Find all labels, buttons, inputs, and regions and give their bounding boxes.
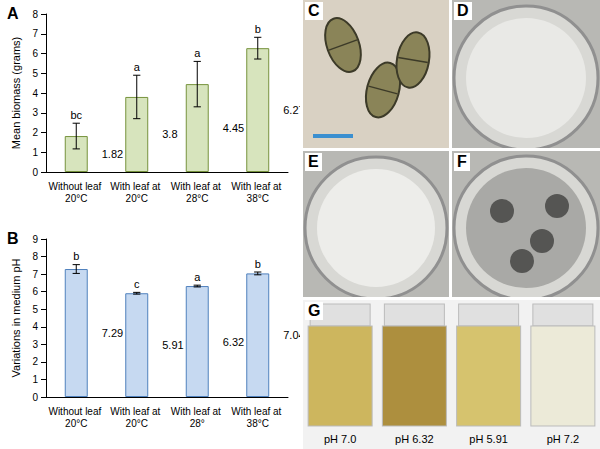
svg-text:b: b (73, 250, 79, 262)
svg-text:pH 7.0: pH 7.0 (324, 433, 356, 445)
svg-text:With leaf at: With leaf at (171, 406, 224, 417)
svg-text:6.27: 6.27 (283, 104, 300, 116)
svg-text:6: 6 (32, 48, 38, 59)
svg-text:9: 9 (32, 234, 38, 245)
svg-text:8: 8 (32, 9, 38, 20)
svg-text:7.29: 7.29 (102, 327, 123, 339)
svg-text:0: 0 (32, 392, 38, 403)
svg-text:With leaf at: With leaf at (110, 406, 163, 417)
svg-text:a: a (134, 61, 141, 73)
svg-text:3: 3 (32, 107, 38, 118)
svg-text:5.91: 5.91 (162, 339, 183, 351)
svg-text:3: 3 (32, 339, 38, 350)
svg-text:7: 7 (32, 28, 38, 39)
svg-text:c: c (134, 278, 140, 290)
svg-text:Variations in medium pH: Variations in medium pH (10, 258, 22, 377)
svg-text:20°C: 20°C (126, 418, 148, 429)
svg-text:1.82: 1.82 (102, 148, 123, 160)
svg-text:7: 7 (32, 269, 38, 280)
svg-text:1: 1 (32, 147, 38, 158)
html-text:D: D (457, 2, 469, 19)
svg-text:2: 2 (32, 127, 38, 138)
svg-text:6.32: 6.32 (223, 336, 244, 348)
svg-text:a: a (194, 47, 201, 59)
svg-text:Without leaf: Without leaf (48, 181, 104, 192)
svg-text:5: 5 (32, 68, 38, 79)
svg-text:With leaf at: With leaf at (110, 181, 163, 192)
svg-text:3.8: 3.8 (162, 128, 177, 140)
svg-text:bc: bc (70, 109, 82, 121)
svg-text:28°C: 28°C (186, 193, 208, 204)
svg-text:4: 4 (32, 321, 38, 332)
html-text:G: G (308, 302, 321, 319)
svg-text:20°C: 20°C (65, 193, 87, 204)
svg-text:28°: 28° (190, 418, 205, 429)
svg-text:2: 2 (32, 356, 38, 367)
svg-text:0: 0 (32, 167, 38, 178)
html-text:E: E (308, 153, 319, 170)
svg-text:With leaf at: With leaf at (171, 181, 224, 192)
svg-text:With leaf at: With leaf at (231, 406, 284, 417)
svg-text:4: 4 (32, 88, 38, 99)
svg-text:8: 8 (32, 251, 38, 262)
svg-text:pH 7.2: pH 7.2 (547, 433, 579, 445)
svg-text:38°C: 38°C (247, 418, 269, 429)
svg-text:Without leaf: Without leaf (48, 406, 104, 417)
svg-text:B: B (7, 230, 19, 247)
svg-text:pH 6.32: pH 6.32 (395, 433, 434, 445)
svg-text:7.04: 7.04 (283, 329, 300, 341)
svg-text:1: 1 (32, 374, 38, 385)
svg-text:20°C: 20°C (65, 418, 87, 429)
svg-text:6: 6 (32, 286, 38, 297)
svg-text:With leaf at: With leaf at (231, 181, 284, 192)
svg-text:4.45: 4.45 (223, 122, 244, 134)
svg-text:5: 5 (32, 304, 38, 315)
svg-text:pH 5.91: pH 5.91 (469, 433, 508, 445)
svg-text:a: a (194, 271, 201, 283)
svg-text:Mean biomass (grams): Mean biomass (grams) (10, 37, 22, 149)
svg-text:b: b (255, 258, 261, 270)
html-text:F: F (457, 153, 467, 170)
svg-text:b: b (255, 23, 261, 35)
svg-text:38°C: 38°C (247, 193, 269, 204)
svg-text:20°C: 20°C (126, 193, 148, 204)
svg-text:A: A (7, 5, 19, 22)
html-text:C: C (308, 2, 320, 19)
